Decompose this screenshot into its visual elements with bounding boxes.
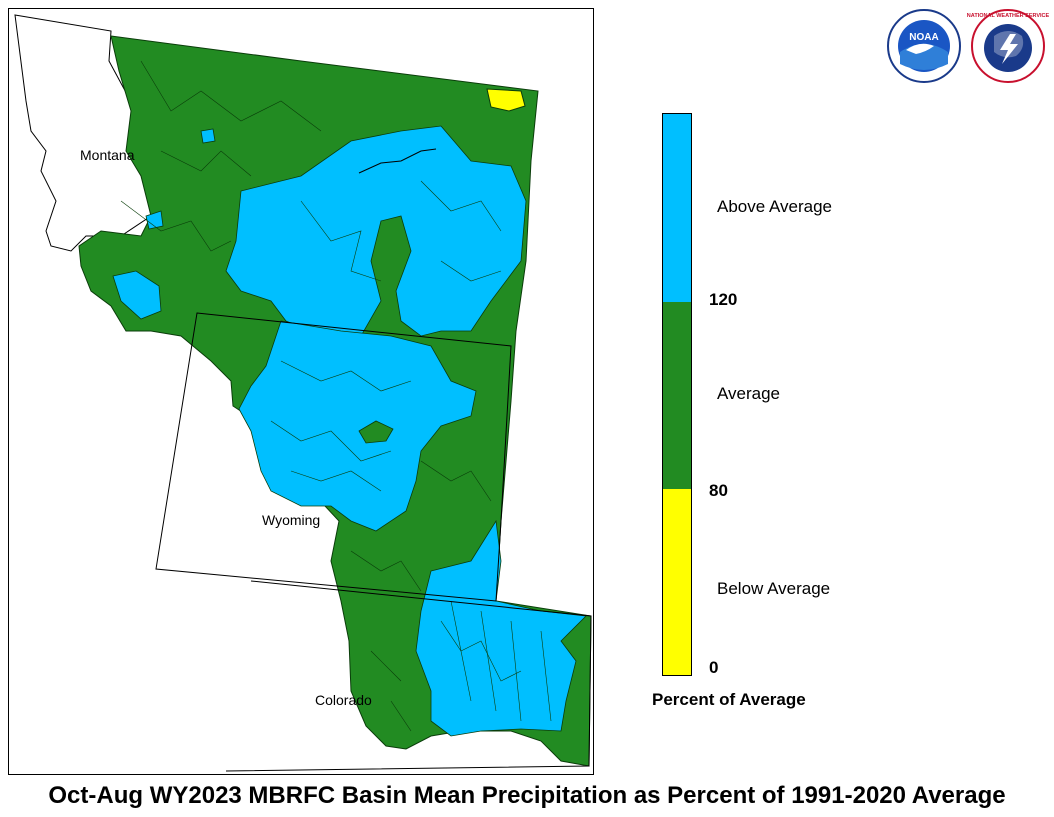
state-label-colorado: Colorado [315,692,372,708]
nws-logo-icon: NATIONAL WEATHER SERVICE [967,9,1050,83]
legend-label-average: Average [717,384,781,403]
svg-text:NATIONAL WEATHER SERVICE: NATIONAL WEATHER SERVICE [967,13,1050,19]
basin-boundaries [120,60,552,732]
yellow-basin-region [486,88,526,112]
basin-map [14,14,592,772]
legend-swatch-average [663,302,691,489]
agency-logos: NOAA NATIONAL WEATHER SERVICE [887,9,1050,83]
svg-text:NOAA: NOAA [909,32,938,43]
green-basin-island [358,420,394,444]
wyoming-outline [155,312,512,602]
reservoir [358,148,437,174]
legend-label-above: Above Average [717,197,832,216]
legend-title: Percent of Average [652,690,806,709]
legend-swatch-above [663,114,691,302]
noaa-logo-icon: NOAA [887,9,961,83]
legend-label-below: Below Average [717,579,831,598]
map-frame [8,8,594,775]
legend-tick-120: 120 [709,290,738,309]
state-label-montana: Montana [80,147,135,163]
blue-basin-patch-west [112,270,162,320]
legend-swatch-below [663,489,691,675]
map-title: Oct-Aug WY2023 MBRFC Basin Mean Precipit… [48,782,1006,809]
blue-basin-region-wyoming [238,320,477,532]
blue-basin-patch-small-2 [200,128,216,144]
legend-color-bar [662,113,692,676]
legend-tick-0: 0 [709,658,719,677]
legend-tick-80: 80 [709,481,728,500]
blue-basin-region-north [225,125,527,337]
colorado-outline [225,580,592,772]
blue-basin-region-colorado [415,519,587,737]
blue-basin-patch-small [145,210,164,230]
state-label-wyoming: Wyoming [262,512,321,528]
